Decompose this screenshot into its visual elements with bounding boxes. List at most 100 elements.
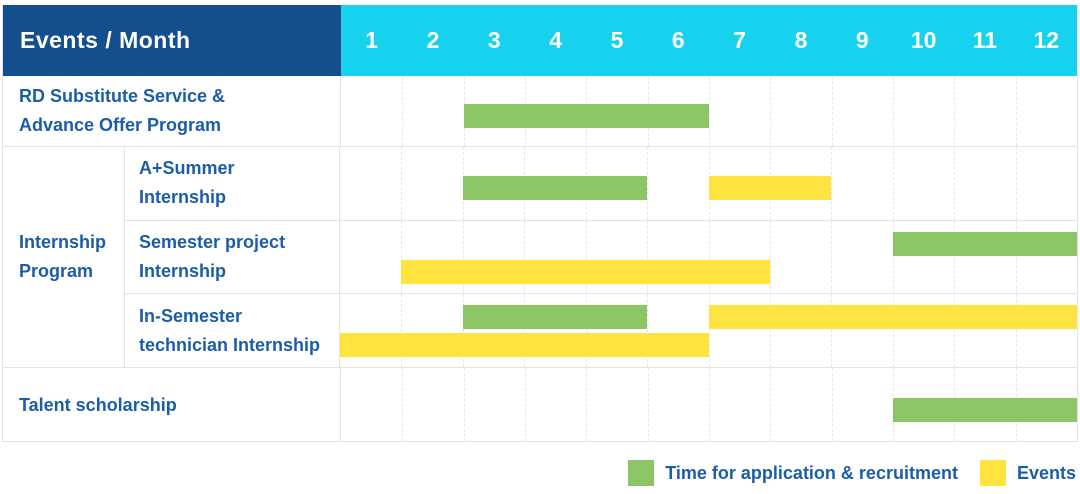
- month-gridline: [770, 76, 772, 146]
- application-recruitment-bar: [893, 398, 1077, 422]
- month-gridline: [1015, 147, 1017, 220]
- month-gridline: [831, 294, 833, 368]
- month-gridline: [709, 76, 710, 146]
- group-subrows: A+Summer Internship Semester project Int…: [125, 147, 1077, 368]
- legend-swatch-green: [628, 460, 655, 486]
- month-label: 1: [365, 27, 379, 53]
- timeline-row-chart: [340, 294, 1077, 368]
- month-gridline: [708, 220, 710, 294]
- legend-label: Time for application & recruitment: [665, 462, 958, 483]
- table-row: A+Summer Internship: [125, 147, 1077, 221]
- events-bar: [401, 259, 770, 284]
- table-row: RD Substitute Service & Advance Offer Pr…: [3, 76, 1077, 147]
- month-gridline: [954, 76, 956, 146]
- application-recruitment-bar: [462, 305, 648, 330]
- month-gridline: [1015, 76, 1017, 146]
- month-gridline: [831, 76, 833, 146]
- month-gridline: [892, 294, 894, 368]
- month-gridline: [892, 220, 894, 294]
- gantt-table: Events / Month 1 2 3 4 5 6 7 8 9 10 11 12 RD Substi…: [2, 5, 1078, 442]
- month-label: 11: [972, 27, 998, 53]
- month-gridline: [709, 368, 710, 442]
- month-gridline: [954, 147, 956, 220]
- internship-program-group: Internship Program A+Summer Internship S…: [3, 147, 1077, 368]
- month-header-row: 1 2 3 4 5 6 7 8 9 10 11 12: [341, 5, 1077, 76]
- month-gridline: [462, 220, 464, 294]
- row-label-rd-substitute: RD Substitute Service & Advance Offer Pr…: [3, 76, 341, 146]
- legend-swatch-yellow: [979, 460, 1006, 486]
- month-gridline: [586, 368, 588, 442]
- timeline-row-chart: [341, 76, 1077, 146]
- row-label-line: Internship: [139, 261, 227, 281]
- timeline-row-chart: [341, 368, 1077, 442]
- events-bar: [708, 305, 1077, 330]
- month-gridline: [524, 294, 526, 368]
- month-gridline: [402, 76, 404, 146]
- month-gridline: [401, 294, 403, 368]
- table-body: RD Substitute Service & Advance Offer Pr…: [3, 76, 1077, 442]
- month-gridline: [769, 220, 771, 294]
- month-gridline: [462, 294, 464, 368]
- month-label: 3: [487, 27, 501, 53]
- month-gridline: [831, 220, 833, 294]
- row-label-line: Advance Offer Program: [19, 115, 222, 135]
- row-label-a-plus-summer: A+Summer Internship: [125, 147, 340, 220]
- legend-item-application-recruitment: Time for application & recruitment: [628, 460, 958, 486]
- month-gridline: [525, 368, 526, 442]
- row-label-line: Semester project: [139, 232, 286, 252]
- table-row: Semester project Internship: [125, 220, 1077, 295]
- table-row: Talent scholarship: [3, 368, 1077, 442]
- month-label: 12: [1033, 27, 1060, 53]
- row-label-line: technician Internship: [139, 334, 321, 355]
- month-gridline: [954, 294, 956, 368]
- group-label-internship-program: Internship Program: [3, 147, 125, 367]
- month-label: 10: [910, 27, 937, 53]
- month-gridline: [708, 294, 710, 368]
- group-label-line: Internship: [19, 232, 107, 252]
- row-label-line: Talent scholarship: [19, 394, 177, 415]
- legend-item-events: Events: [979, 460, 1076, 486]
- month-gridline: [647, 294, 649, 368]
- row-label-line: A+Summer: [139, 158, 235, 179]
- month-label: 7: [733, 27, 747, 53]
- group-label-line: Program: [19, 261, 94, 281]
- month-gridline: [954, 220, 956, 294]
- month-label: 5: [610, 27, 624, 53]
- month-gridline: [647, 220, 649, 294]
- month-gridline: [1015, 220, 1017, 294]
- month-gridline: [524, 220, 526, 294]
- row-label-semester-project: Semester project Internship: [125, 220, 340, 294]
- month-gridline: [893, 76, 894, 146]
- application-recruitment-bar: [463, 104, 709, 128]
- month-gridline: [831, 368, 833, 442]
- legend-label: Events: [1016, 462, 1076, 483]
- month-gridline: [401, 220, 403, 294]
- month-label: 9: [855, 27, 869, 53]
- month-label: 6: [671, 27, 685, 53]
- row-label-line: RD Substitute Service &: [19, 86, 226, 106]
- month-label: 8: [794, 27, 808, 53]
- row-label-line: Internship: [139, 187, 227, 208]
- month-gridline: [401, 147, 403, 220]
- table-title: Events / Month: [20, 27, 191, 53]
- month-gridline: [892, 147, 894, 220]
- row-label-talent-scholarship: Talent scholarship: [3, 368, 341, 442]
- month-label: 2: [426, 27, 440, 53]
- month-gridline: [1015, 294, 1017, 368]
- row-label-in-semester-technician: In-Semester technician Internship: [125, 294, 340, 368]
- events-month-header-cell: Events / Month: [3, 5, 341, 76]
- month-gridline: [831, 147, 833, 220]
- month-gridline: [769, 294, 771, 368]
- month-gridline: [585, 294, 587, 368]
- application-recruitment-bar: [462, 176, 648, 201]
- month-gridline: [585, 220, 587, 294]
- application-recruitment-bar: [892, 231, 1077, 256]
- month-gridline: [402, 368, 404, 442]
- month-gridline: [770, 368, 772, 442]
- month-gridline: [647, 147, 649, 220]
- table-row: In-Semester technician Internship: [125, 294, 1077, 368]
- events-bar: [708, 176, 832, 201]
- month-label: 4: [549, 27, 563, 53]
- timeline-row-chart: [340, 147, 1077, 220]
